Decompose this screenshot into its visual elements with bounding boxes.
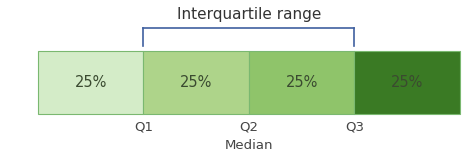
Bar <box>249 51 355 114</box>
Text: Q1: Q1 <box>134 120 153 133</box>
Text: Q2: Q2 <box>239 120 258 133</box>
Text: Interquartile range: Interquartile range <box>177 7 321 22</box>
Text: Median: Median <box>225 139 273 152</box>
Text: 25%: 25% <box>391 75 423 90</box>
Text: 25%: 25% <box>180 75 212 90</box>
Text: 25%: 25% <box>285 75 318 90</box>
Bar <box>143 51 249 114</box>
Text: Q3: Q3 <box>345 120 364 133</box>
Bar <box>354 51 460 114</box>
Text: 25%: 25% <box>74 75 107 90</box>
Bar <box>38 51 143 114</box>
